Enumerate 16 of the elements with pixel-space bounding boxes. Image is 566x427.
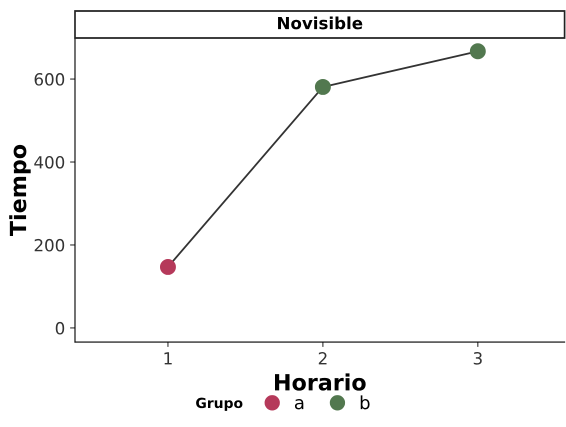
x-axis-title: Horario xyxy=(275,373,366,391)
legend-label: b xyxy=(360,395,370,410)
x-tick-label: 3 xyxy=(474,352,482,365)
point xyxy=(314,78,331,95)
y-tick-label: 0 xyxy=(56,322,64,334)
legend-label: a xyxy=(294,399,304,410)
y-axis-title: Tiempo xyxy=(9,144,31,236)
point xyxy=(470,43,486,60)
y-tick-label: 400 xyxy=(34,156,64,169)
point xyxy=(160,258,176,275)
legend-title: Grupo xyxy=(196,398,242,411)
x-tick-label: 1 xyxy=(164,352,172,364)
x-tick-label: 2 xyxy=(318,352,327,364)
y-tick-label: 600 xyxy=(34,73,64,86)
chart-title: Novisible xyxy=(278,16,362,30)
y-tick-label: 200 xyxy=(34,238,64,252)
